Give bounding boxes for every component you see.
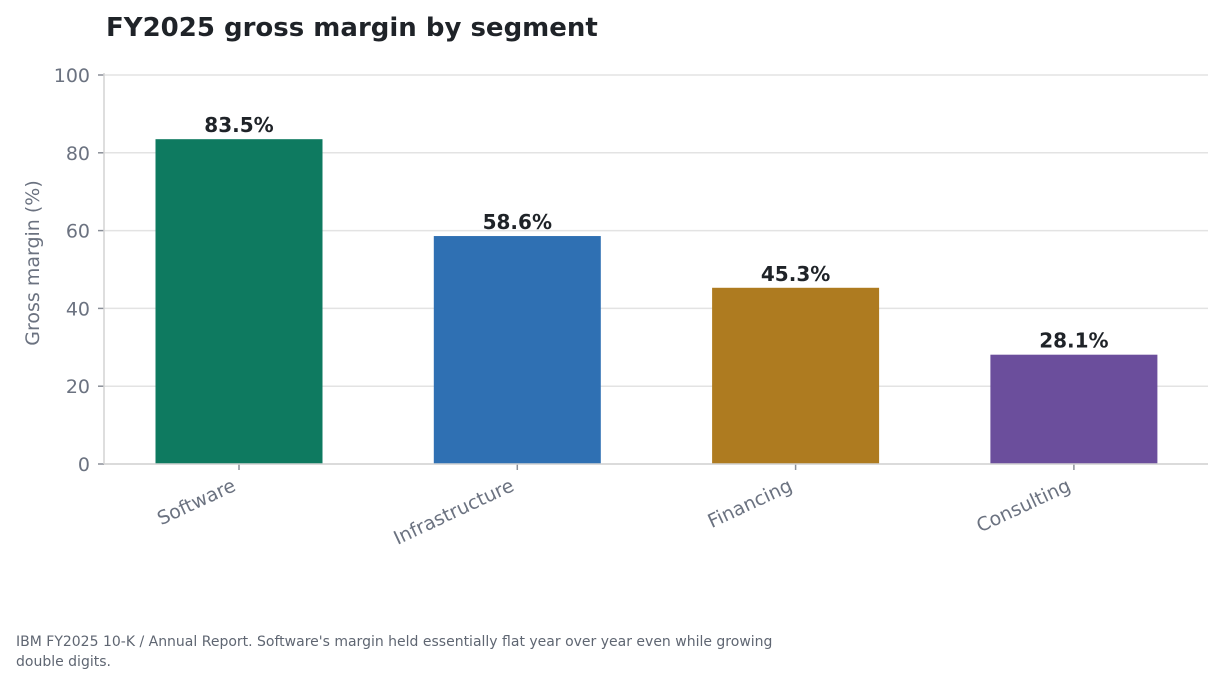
y-tick-label: 20 — [66, 376, 90, 398]
y-tick-label: 40 — [66, 298, 90, 320]
y-tick-label: 80 — [66, 143, 90, 165]
bars — [155, 139, 1158, 464]
bar-value-label: 45.3% — [761, 262, 830, 286]
x-axis: Software Infrastructure Financing Consultin… — [104, 463, 1208, 550]
bar-value-label: 58.6% — [483, 210, 552, 234]
y-axis-label: Gross margin (%) — [22, 180, 44, 346]
bar-software — [155, 139, 323, 464]
bar-value-label: 28.1% — [1039, 329, 1108, 353]
bar-value-label: 83.5% — [204, 113, 273, 137]
y-tick-label: 100 — [54, 65, 90, 87]
chart-caption: IBM FY2025 10-K / Annual Report. Softwar… — [16, 634, 773, 670]
x-tick-label: Financing — [704, 475, 795, 533]
bar-infrastructure — [433, 236, 601, 464]
y-tick-label: 0 — [78, 454, 90, 476]
chart-title: FY2025 gross margin by segment — [106, 13, 598, 43]
bar-consulting — [990, 354, 1158, 464]
y-tick-label: 60 — [66, 221, 90, 243]
bar-financing — [712, 287, 880, 464]
x-tick-label: Consulting — [973, 475, 1074, 538]
x-tick-label: Infrastructure — [390, 475, 517, 550]
value-labels: 83.5% 58.6% 45.3% 28.1% — [204, 113, 1108, 353]
bar-chart: FY2025 gross margin by segment 0 20 40 60 80… — [22, 13, 1208, 550]
y-axis: 0 20 40 60 80 100 — [54, 65, 105, 476]
x-tick-label: Software — [154, 475, 239, 530]
